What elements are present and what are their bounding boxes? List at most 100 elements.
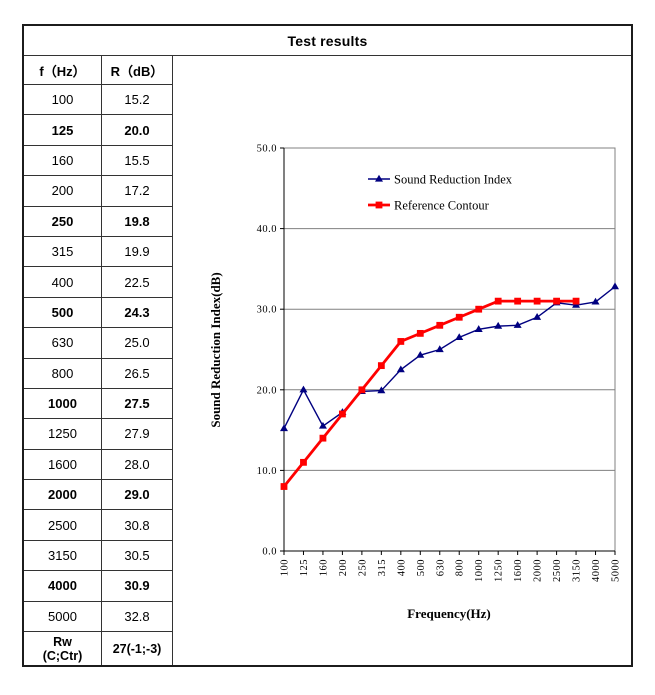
r-value-cell: 25.0	[124, 335, 150, 351]
triangle-marker-icon	[474, 325, 483, 332]
x-tick-label: 3150	[572, 559, 583, 582]
plot-area	[283, 147, 616, 552]
table-row: 160 15.5	[24, 145, 172, 177]
page-title: Test results	[287, 32, 368, 49]
y-tick-label: 0.0	[262, 547, 277, 558]
square-marker-icon	[475, 305, 483, 313]
square-marker-icon	[319, 434, 327, 442]
x-tick-label: 200	[338, 559, 349, 576]
table-row: 125 20.0	[24, 115, 172, 146]
square-marker-icon	[339, 410, 346, 418]
frequency-cell: 125	[24, 115, 102, 145]
triangle-marker-icon	[455, 333, 464, 341]
frequency-cell: 400	[24, 267, 102, 297]
square-marker-icon	[280, 483, 288, 490]
x-tick-label: 400	[396, 559, 407, 576]
title-bar: Test results	[24, 26, 631, 56]
rw-label-line1: Rw	[53, 634, 72, 649]
x-tick-label: 250	[357, 559, 368, 576]
triangle-marker-icon	[318, 421, 327, 429]
r-value-cell: 27.5	[124, 396, 150, 412]
r-value-cell: 30.8	[124, 517, 150, 533]
r-header-cell: R（dB）	[110, 63, 164, 79]
x-tick-label: 315	[377, 559, 388, 576]
triangle-marker-icon	[280, 424, 288, 432]
r-value-cell: 22.5	[124, 274, 150, 290]
square-marker-icon	[300, 458, 307, 466]
r-value-cell: 15.2	[124, 92, 150, 108]
triangle-marker-icon	[435, 345, 444, 353]
table-row: 1000 27.5	[24, 388, 172, 420]
x-tick-label: 2000	[533, 559, 544, 582]
frequency-cell: 1600	[24, 449, 102, 480]
table-body: 100 15.2 125 20.0 160 15.5 200 17.2 250 19.8 315 19…	[24, 85, 172, 633]
triangle-marker-icon	[375, 174, 383, 182]
r-value-cell: 28.0	[124, 456, 150, 472]
frequency-cell: 250	[24, 206, 102, 236]
y-tick-label: 30.0	[257, 305, 277, 316]
x-tick-label: 160	[318, 559, 329, 576]
table-row: 4000 30.9	[24, 571, 172, 602]
frequency-cell: 3150	[24, 540, 102, 571]
table-row: 315 19.9	[24, 236, 172, 268]
frequency-cell: 2500	[24, 510, 102, 540]
sound-reduction-chart: 0.0 10.0 20.0 30.0 40.0 50.0 100 125 160 200 250 31…	[208, 144, 622, 622]
table-row: 2500 30.8	[24, 510, 172, 541]
triangle-marker-icon	[591, 297, 600, 305]
y-tick-label: 20.0	[257, 385, 277, 396]
table-header-row: f（Hz） R（dB）	[24, 56, 172, 85]
frequency-cell: 100	[24, 85, 102, 115]
square-marker-icon	[455, 313, 463, 321]
table-row: 5000 32.8	[24, 601, 172, 633]
frequency-cell: 4000	[24, 571, 102, 601]
x-tick-label: 125	[299, 559, 310, 576]
r-value-cell: 26.5	[124, 365, 150, 381]
x-tick-label: 630	[435, 559, 446, 576]
table-row: 100 15.2	[24, 85, 172, 116]
y-tick-label: 50.0	[257, 144, 277, 155]
x-tick-label: 500	[416, 559, 427, 576]
frequency-cell: 315	[24, 236, 102, 267]
y-axis-title: Sound Reduction Index(dB)	[208, 272, 223, 427]
x-axis-title: Frequency(Hz)	[407, 606, 491, 621]
x-tick-label: 2500	[552, 559, 563, 582]
x-tick-label: 4000	[591, 559, 602, 582]
rw-row: Rw (C;Ctr) 27(-1;-3)	[24, 632, 172, 665]
r-value-cell: 29.0	[124, 487, 150, 503]
table-row: 400 22.5	[24, 267, 172, 298]
frequency-header-cell: f（Hz）	[24, 56, 102, 84]
y-tick-label: 40.0	[257, 224, 277, 235]
frequency-cell: 160	[24, 145, 102, 176]
square-marker-icon	[553, 297, 560, 305]
table-row: 630 25.0	[24, 328, 172, 359]
r-value-cell: 19.8	[124, 213, 150, 229]
square-marker-icon	[358, 386, 366, 394]
rw-label-line2: (C;Ctr)	[42, 648, 83, 663]
frequency-cell: 800	[24, 358, 102, 388]
triangle-marker-icon	[513, 321, 522, 328]
rw-label: Rw (C;Ctr)	[24, 632, 102, 665]
frequency-cell: 1000	[24, 388, 102, 419]
triangle-marker-icon	[396, 365, 405, 373]
square-marker-icon	[397, 338, 405, 345]
triangle-marker-icon	[377, 386, 386, 394]
table-row: 500 24.3	[24, 297, 172, 329]
triangle-marker-icon	[416, 350, 425, 358]
x-tick-label: 1250	[494, 559, 505, 582]
square-marker-icon	[436, 321, 444, 329]
table-row: 200 17.2	[24, 176, 172, 207]
table-row: 800 26.5	[24, 358, 172, 389]
table-row: 1600 28.0	[24, 449, 172, 481]
r-value-cell: 30.5	[124, 548, 150, 564]
table-row: 1250 27.9	[24, 419, 172, 450]
x-tick-label: 5000	[611, 559, 622, 582]
triangle-marker-icon	[533, 313, 542, 320]
table-row: 2000 29.0	[24, 480, 172, 511]
x-tick-label: 1600	[513, 559, 524, 582]
legend-label: Sound Reduction Index	[394, 173, 513, 187]
legend-label: Reference Contour	[394, 199, 490, 213]
y-tick-label: 10.0	[257, 466, 277, 477]
r-value-cell: 30.9	[124, 578, 150, 594]
square-marker-icon	[514, 297, 522, 305]
r-value-cell: 32.8	[124, 608, 150, 624]
